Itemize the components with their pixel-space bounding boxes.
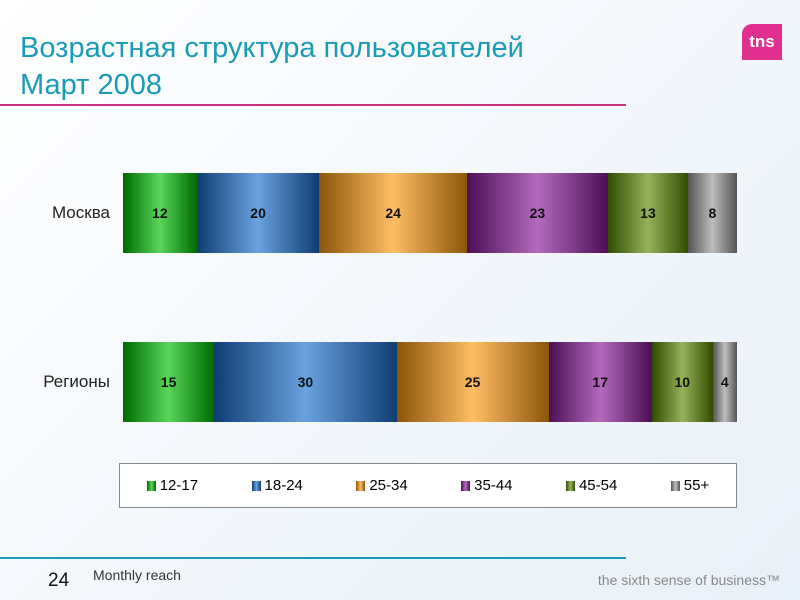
legend-swatch [356, 480, 366, 491]
category-label: Регионы [43, 372, 110, 391]
title-line-2: Март 2008 [20, 69, 162, 101]
legend: 12-17 18-24 25-34 35-44 45-54 55+ [119, 463, 737, 508]
title-line-1: Возрастная структура пользователей [20, 32, 524, 64]
bar-segment-25-34: 24 [319, 173, 467, 253]
bar-segment-45-54: 13 [608, 173, 688, 253]
legend-item: 35-44 [461, 477, 513, 494]
legend-item: 25-34 [356, 477, 408, 494]
legend-swatch [670, 480, 680, 491]
legend-swatch [146, 480, 156, 491]
bar-segment-55+: 4 [712, 342, 737, 422]
bar-segment-12-17: 12 [123, 173, 197, 253]
legend-label: 25-34 [369, 477, 408, 494]
bar-segment-12-17: 15 [123, 342, 215, 422]
page-number: 24 [48, 570, 70, 591]
legend-label: 18-24 [264, 477, 303, 494]
footer-note: Monthly reach [93, 567, 181, 583]
legend-item: 55+ [670, 477, 710, 494]
category-label: Москва [51, 203, 110, 222]
bar-segment-25-34: 25 [396, 342, 549, 422]
page-title: Возрастная структура пользователей Март 2… [20, 30, 524, 104]
bar-segment-45-54: 10 [651, 342, 713, 422]
legend-swatch [565, 480, 575, 491]
bar-segment-18-24: 20 [196, 173, 320, 253]
legend-item: 18-24 [251, 477, 303, 494]
legend-label: 55+ [683, 477, 710, 494]
bar-segment-55+: 8 [687, 173, 737, 253]
tns-logo: tns [742, 24, 782, 60]
bar-segment-18-24: 30 [214, 342, 397, 422]
legend-swatch [251, 480, 261, 491]
legend-label: 12-17 [159, 477, 199, 494]
legend-swatch [461, 480, 471, 491]
divider [0, 557, 626, 559]
bar-segment-35-44: 17 [548, 342, 652, 422]
legend-item: 12-17 [146, 477, 199, 494]
bar-segment-35-44: 23 [466, 173, 609, 253]
divider [0, 104, 626, 106]
legend-label: 35-44 [474, 477, 513, 494]
legend-label: 45-54 [578, 477, 618, 494]
legend-item: 45-54 [565, 477, 618, 494]
tagline: the sixth sense of business™ [597, 572, 780, 588]
